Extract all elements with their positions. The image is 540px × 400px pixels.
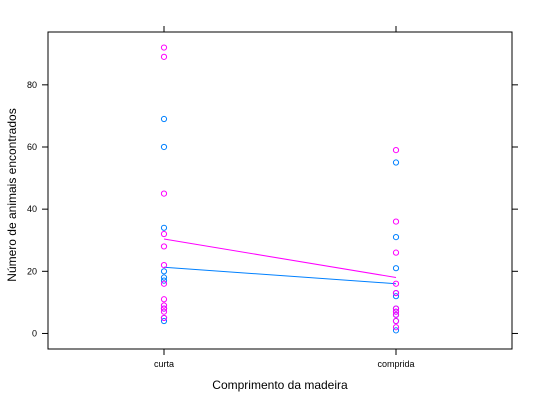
data-point bbox=[160, 230, 168, 238]
data-point bbox=[392, 324, 400, 331]
data-point bbox=[160, 143, 168, 151]
data-point bbox=[160, 115, 168, 123]
data-point bbox=[160, 280, 168, 287]
data-point bbox=[392, 146, 400, 154]
plot-frame bbox=[47, 31, 513, 350]
data-point bbox=[160, 308, 168, 315]
data-point bbox=[160, 243, 168, 250]
data-point bbox=[392, 311, 400, 318]
y-axis-title: Número de animais encontrados bbox=[5, 108, 19, 281]
data-point bbox=[160, 224, 168, 231]
axis-ticks: curta comprida 0 20 40 60 80 bbox=[27, 26, 518, 369]
data-point bbox=[392, 234, 400, 241]
x-tick-label: curta bbox=[154, 359, 174, 369]
trend-line-1 bbox=[163, 238, 397, 279]
data-point bbox=[392, 159, 400, 166]
data-point bbox=[392, 305, 400, 312]
data-point bbox=[160, 277, 168, 284]
data-point bbox=[392, 249, 400, 256]
data-point bbox=[160, 314, 168, 322]
y-tick-label: 0 bbox=[32, 328, 37, 338]
data-point bbox=[160, 274, 168, 281]
data-point bbox=[392, 293, 400, 300]
data-point bbox=[160, 302, 168, 309]
x-axis-title: Comprimento da madeira bbox=[212, 378, 348, 392]
data-point bbox=[160, 268, 168, 275]
data-point bbox=[160, 296, 168, 303]
trend-lines bbox=[163, 238, 397, 285]
data-point bbox=[392, 308, 400, 315]
y-tick-label: 80 bbox=[27, 80, 37, 90]
data-point bbox=[392, 317, 400, 325]
data-point bbox=[392, 327, 400, 334]
data-point bbox=[160, 317, 168, 325]
data-points bbox=[160, 44, 400, 334]
data-point bbox=[392, 280, 400, 287]
data-point bbox=[392, 265, 400, 272]
trend-line-0 bbox=[163, 266, 397, 285]
data-point bbox=[160, 44, 168, 51]
y-tick-label: 60 bbox=[27, 142, 37, 152]
data-point bbox=[160, 305, 168, 312]
x-tick-label: comprida bbox=[377, 359, 414, 369]
data-point bbox=[160, 190, 168, 197]
y-tick-label: 40 bbox=[27, 204, 37, 214]
data-point bbox=[392, 218, 400, 225]
data-point bbox=[160, 53, 168, 60]
data-point bbox=[160, 261, 168, 269]
data-point bbox=[392, 289, 400, 297]
y-tick-label: 20 bbox=[27, 266, 37, 276]
